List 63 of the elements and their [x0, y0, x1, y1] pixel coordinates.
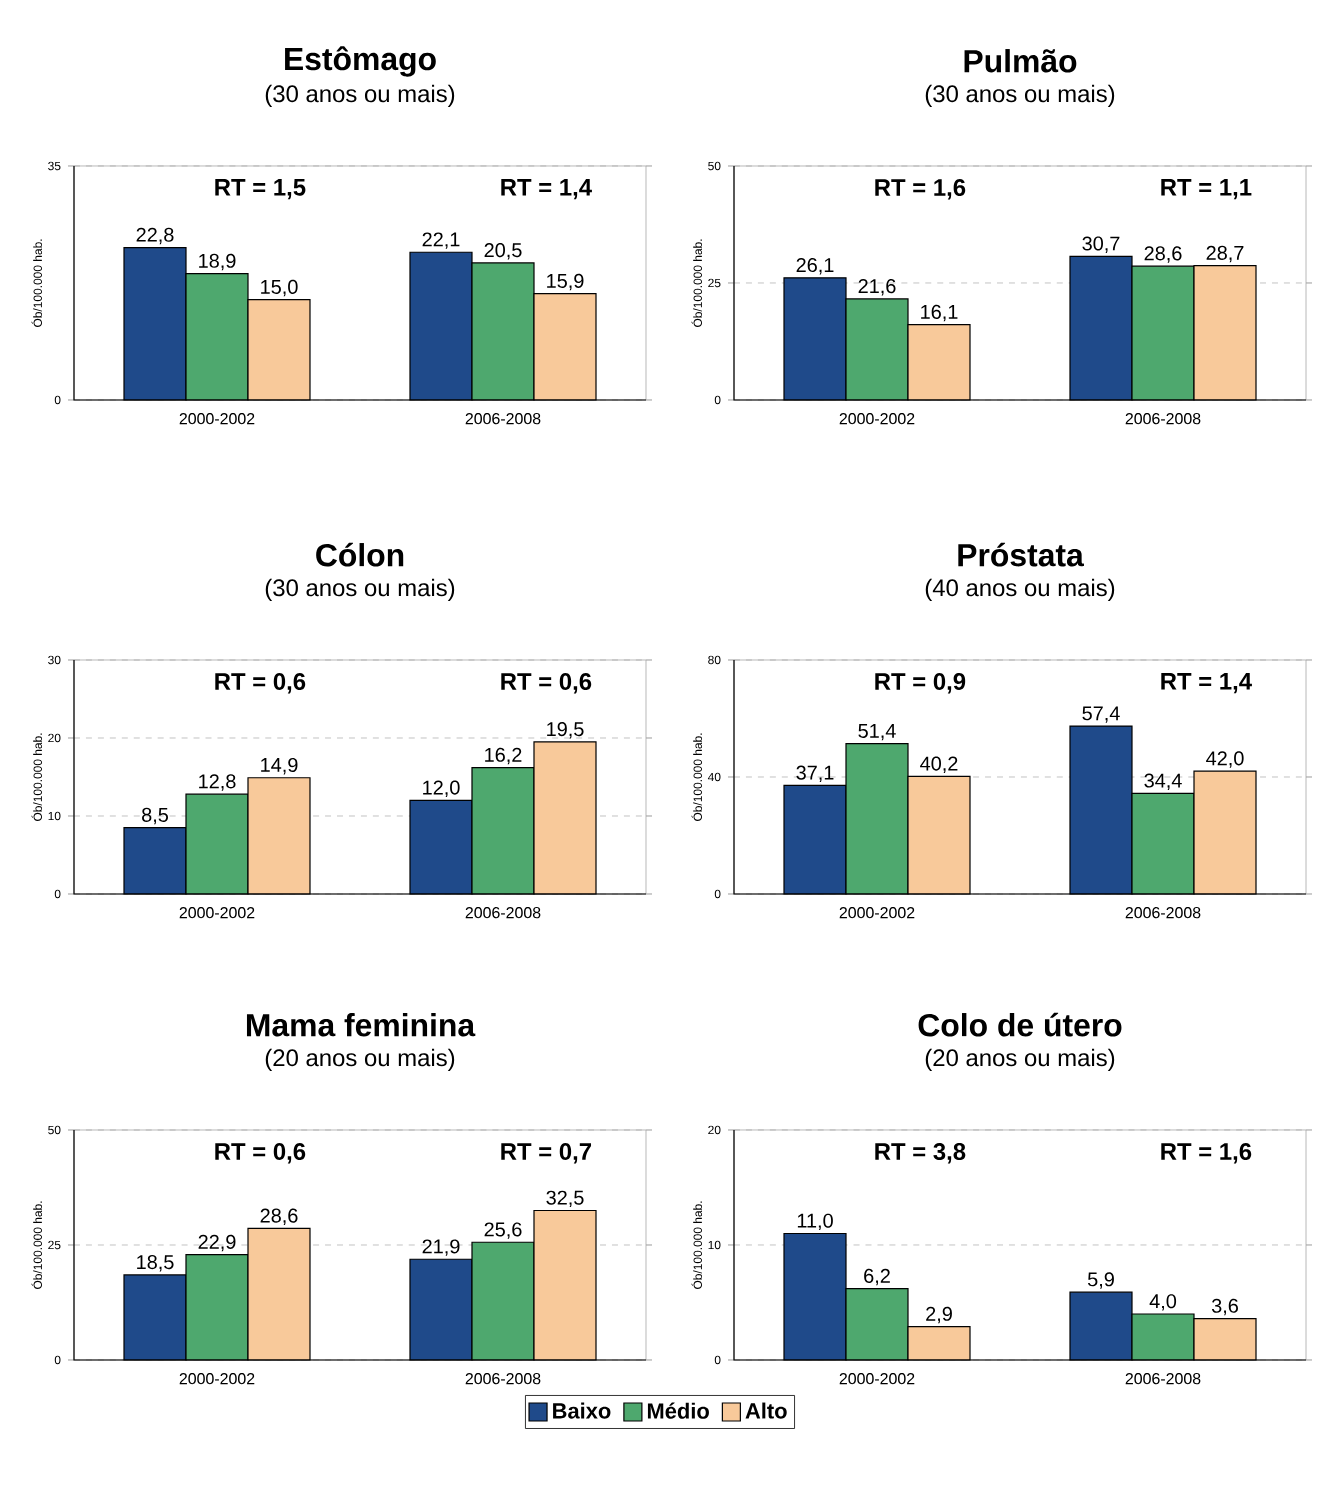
annotation: RT = 0,7 — [501, 1143, 592, 1164]
annotation: RT = 0,9 — [875, 673, 966, 694]
annotation: RT = 0,6 — [501, 673, 592, 694]
data-label: 22,8 — [136, 227, 174, 245]
data-label: 16,2 — [485, 747, 522, 765]
data-label: 2,9 — [926, 1306, 952, 1324]
annotation: RT = 1,4 — [501, 179, 592, 200]
annotation: RT = 0,6 — [215, 673, 306, 694]
data-label: 42,0 — [1206, 751, 1244, 768]
data-label: 30,7 — [1082, 236, 1120, 253]
annotation: RT = 1,6 — [1161, 1143, 1252, 1164]
data-label: 18,9 — [199, 253, 236, 271]
data-label: 28,6 — [1144, 246, 1182, 263]
data-label: 5,9 — [1087, 1272, 1114, 1289]
data-label: 51,4 — [858, 723, 896, 741]
data-label: 14,9 — [261, 757, 298, 775]
data-label: 28,7 — [1206, 245, 1244, 263]
data-label: 15,0 — [261, 279, 298, 297]
data-label: 19,5 — [547, 722, 584, 739]
annotation: RT = 1,4 — [1161, 673, 1252, 694]
data-label: 25,6 — [484, 1222, 522, 1239]
annotation: RT = 1,1 — [1161, 179, 1252, 200]
legend-label: Baixo — [553, 1402, 611, 1419]
chart-subtitle: (30 anos ou mais) — [265, 578, 455, 601]
chart-subtitle: (40 anos ou mais) — [925, 578, 1115, 601]
chart-subtitle: (30 anos ou mais) — [925, 84, 1115, 107]
data-label: 32,5 — [546, 1190, 584, 1208]
data-label: 28,6 — [260, 1208, 298, 1226]
chart-subtitle: (20 anos ou mais) — [265, 1048, 455, 1071]
data-label: 40,2 — [920, 756, 958, 774]
annotation: RT = 0,6 — [215, 1143, 306, 1164]
annotation: RT = 3,8 — [875, 1143, 966, 1164]
data-label: 20,5 — [484, 243, 522, 260]
data-label: 16,1 — [921, 304, 958, 322]
data-label: 37,1 — [796, 765, 834, 783]
chart-title: Próstata — [958, 542, 1084, 567]
chart-title: Mama feminina — [246, 1013, 476, 1037]
data-label: 21,9 — [422, 1239, 460, 1256]
data-label: 22,1 — [422, 232, 460, 249]
data-label: 18,5 — [137, 1255, 174, 1272]
data-label: 4,0 — [1149, 1294, 1177, 1311]
data-label: 11,0 — [797, 1213, 833, 1231]
chart-subtitle: (30 anos ou mais) — [265, 84, 455, 107]
data-label: 6,2 — [864, 1268, 890, 1286]
annotation: RT = 1,6 — [875, 179, 966, 200]
legend-label: Alto — [745, 1402, 787, 1419]
data-label: 34,4 — [1144, 773, 1182, 790]
data-label: 15,9 — [547, 273, 584, 291]
chart-title: Cólon — [316, 542, 404, 567]
data-label: 12,0 — [423, 780, 460, 797]
chart-title: Pulmão — [964, 49, 1077, 73]
data-label: 8,5 — [142, 807, 169, 825]
data-label: 21,6 — [858, 279, 896, 296]
data-label: 22,9 — [198, 1234, 236, 1252]
chart-title: Colo de útero — [918, 1012, 1122, 1037]
data-label: 57,4 — [1082, 706, 1120, 723]
data-label: 12,8 — [199, 774, 236, 791]
annotation: RT = 1,5 — [215, 179, 306, 200]
data-label: 3,6 — [1211, 1298, 1238, 1316]
chart-title: Estômago — [285, 46, 436, 77]
chart-subtitle: (20 anos ou mais) — [925, 1048, 1115, 1071]
data-label: 26,1 — [796, 257, 834, 275]
legend-label: Médio — [647, 1402, 709, 1419]
